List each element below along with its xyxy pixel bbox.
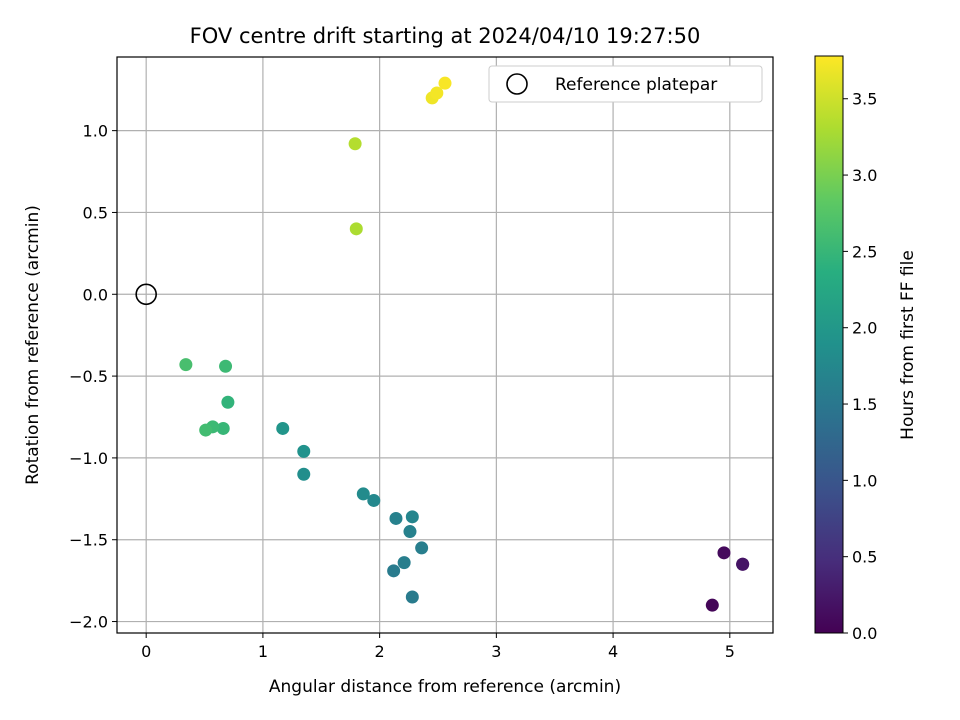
data-point xyxy=(297,468,310,481)
colorbar: 0.0 0.5 1.0 1.5 2.0 2.5 3.0 3.5 Hours from firs… xyxy=(815,56,918,643)
data-point xyxy=(219,360,232,373)
y-tick-label: 1.0 xyxy=(83,122,108,141)
data-point xyxy=(221,396,234,409)
y-tick-label: −0.5 xyxy=(69,367,108,386)
colorbar-tick-label: 2.5 xyxy=(852,242,877,261)
colorbar-tick-label: 3.0 xyxy=(852,166,877,185)
data-point xyxy=(415,541,428,554)
y-tick-label: −1.0 xyxy=(69,449,108,468)
data-point xyxy=(276,422,289,435)
y-tick-label: −2.0 xyxy=(69,613,108,632)
y-axis-label: Rotation from reference (arcmin) xyxy=(23,205,43,485)
x-axis-label: Angular distance from reference (arcmin) xyxy=(269,677,621,697)
colorbar-gradient xyxy=(815,56,843,633)
data-point xyxy=(406,591,419,604)
y-tick-label: 0.5 xyxy=(83,203,108,222)
x-tick-label: 1 xyxy=(258,642,268,661)
data-point xyxy=(736,558,749,571)
legend-entry-reference: Reference platepar xyxy=(555,75,717,95)
colorbar-tick-label: 2.0 xyxy=(852,319,877,338)
x-tick-label: 0 xyxy=(141,642,151,661)
colorbar-label: Hours from first FF file xyxy=(898,250,918,440)
colorbar-tick-label: 1.5 xyxy=(852,395,877,414)
scatter-chart: FOV centre drift starting at 2024/04/10 … xyxy=(0,0,960,720)
x-tick-label: 3 xyxy=(491,642,501,661)
x-axis-ticks: 0 1 2 3 4 5 xyxy=(141,633,735,661)
data-point xyxy=(179,358,192,371)
legend: Reference platepar xyxy=(489,66,762,102)
data-point xyxy=(717,546,730,559)
data-point xyxy=(706,599,719,612)
colorbar-ticks: 0.0 0.5 1.0 1.5 2.0 2.5 3.0 3.5 xyxy=(843,90,877,643)
data-point xyxy=(403,525,416,538)
chart-title: FOV centre drift starting at 2024/04/10 … xyxy=(190,24,701,48)
colorbar-tick-label: 0.5 xyxy=(852,548,877,567)
x-tick-label: 2 xyxy=(375,642,385,661)
y-tick-label: −1.5 xyxy=(69,531,108,550)
data-point xyxy=(199,424,212,437)
y-axis-ticks: −2.0 −1.5 −1.0 −0.5 0.0 0.5 1.0 xyxy=(69,122,117,632)
colorbar-tick-label: 3.5 xyxy=(852,90,877,109)
x-tick-label: 5 xyxy=(725,642,735,661)
colorbar-tick-label: 0.0 xyxy=(852,624,877,643)
plot-area: 0 1 2 3 4 5 −2.0 −1.5 −1.0 −0.5 0.0 0.5 1.0 xyxy=(69,57,773,661)
colorbar-tick-label: 1.0 xyxy=(852,471,877,490)
data-point xyxy=(350,222,363,235)
data-point xyxy=(297,445,310,458)
data-point xyxy=(349,137,362,150)
plot-background xyxy=(117,57,773,633)
data-point xyxy=(398,556,411,569)
data-point xyxy=(357,487,370,500)
data-point xyxy=(406,510,419,523)
data-point xyxy=(439,77,452,90)
data-point xyxy=(387,564,400,577)
x-tick-label: 4 xyxy=(608,642,618,661)
data-point xyxy=(389,512,402,525)
y-tick-label: 0.0 xyxy=(83,285,108,304)
